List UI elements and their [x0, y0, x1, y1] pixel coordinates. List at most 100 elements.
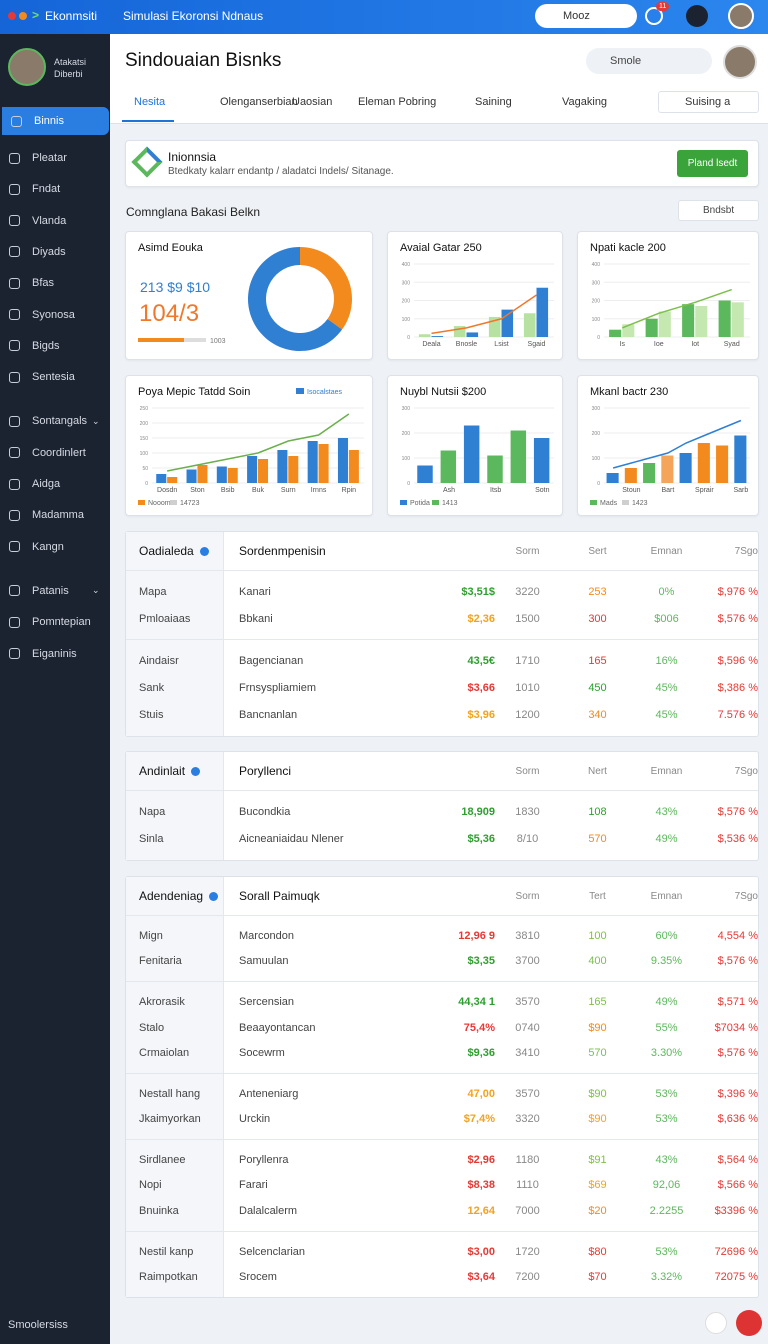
table-row[interactable]: Farari $8,38 1110 $69 92,06 $,566 %	[224, 1173, 758, 1199]
cell: $,576 %	[717, 1047, 758, 1060]
cell: 108	[588, 805, 607, 818]
table-row[interactable]: Poryllenra $2,96 1180 $91 43% $,564 %	[224, 1147, 758, 1173]
table-row[interactable]: Anteneniarg 47,00 3570 $90 53% $,396 %	[224, 1081, 758, 1107]
nav-item[interactable]: Kangn	[0, 533, 110, 561]
table-row[interactable]: Samuulan $3,35 3700 400 9.35% $,576 %	[224, 949, 758, 975]
nav-icon	[9, 648, 20, 659]
nav-item[interactable]: Bigds	[0, 332, 110, 360]
line	[166, 413, 350, 472]
banner-button[interactable]: Pland lsedt	[677, 150, 748, 177]
nav-item[interactable]: Madamma	[0, 501, 110, 529]
bar	[227, 468, 238, 483]
table-row[interactable]: Dalalcalerm 12,64 7000 $20 2.2255 $3396 %	[224, 1198, 758, 1224]
x-tick-label: Bart	[661, 487, 674, 494]
nav-item[interactable]: Sontangals ⌄	[0, 407, 110, 435]
table-row[interactable]: Bbkani $2,36 1500 300 $006 $,576 %	[224, 605, 758, 632]
nav-item[interactable]: Eiganinis	[0, 640, 110, 668]
x-tick-label: Deala	[422, 341, 440, 348]
nav-item[interactable]: Diyads	[0, 238, 110, 266]
column-header: Tert	[589, 890, 606, 902]
tab[interactable]: Saining	[475, 96, 512, 108]
tab[interactable]: Olenganserbian	[220, 96, 298, 108]
x-tick-label: Dosdn	[157, 487, 177, 494]
nav-icon	[9, 478, 20, 490]
table-title: Sorall Paimuqk	[239, 889, 320, 903]
search-box[interactable]: Mooz	[535, 4, 637, 28]
header-avatar[interactable]	[723, 45, 757, 79]
avatar[interactable]	[728, 3, 754, 29]
table-row[interactable]: Socewrm $9,36 3410 570 3.30% $,576 %	[224, 1040, 758, 1066]
table-row[interactable]: Frnsyspliamiem $3,66 1010 450 45% $,386 %	[224, 675, 758, 702]
table-row[interactable]: Srocem $3,64 7200 $70 3.32% 72075 %	[224, 1264, 758, 1290]
tab[interactable]: Vagaking	[562, 96, 608, 108]
nav-item[interactable]: Aidga	[0, 470, 110, 498]
cell: 45%	[655, 682, 678, 695]
table-row[interactable]: Bucondkia 18,909 1830 108 43% $,576 %	[224, 798, 758, 826]
cell: $5,36	[467, 833, 495, 846]
table-row[interactable]: Selcenclarian $3,00 1720 $80 53% 72696 %	[224, 1239, 758, 1265]
nav-item[interactable]: Fndat	[0, 175, 110, 203]
bar	[337, 438, 348, 483]
table-row[interactable]: Beaayontancan 75,4% 0740 $90 55% $7034 %	[224, 1015, 758, 1041]
column-header: Sert	[588, 545, 607, 557]
nav-item[interactable]: Pomntepian	[0, 608, 110, 636]
legend-label: 1413	[442, 500, 458, 507]
x-tick-label: Lsist	[494, 341, 508, 348]
bar	[645, 318, 658, 337]
nav-item[interactable]: Coordinlert	[0, 439, 110, 467]
cell: 60%	[655, 929, 678, 942]
table-right: Poryllenci Sorm Nert Emnan 7Sgo Bucondkia 18,9…	[224, 752, 758, 860]
bar	[501, 309, 514, 337]
table-row[interactable]: Bagencianan 43,5€ 1710 165 16% $,596 %	[224, 647, 758, 674]
chart-title: Mkanl bactr 230	[590, 386, 669, 398]
account-icon[interactable]	[686, 5, 708, 27]
sidebar-footer[interactable]: Smoolersiss	[8, 1319, 68, 1331]
tab[interactable]: Uaosian	[292, 96, 333, 108]
donut-slice	[247, 247, 343, 351]
cell: Anteneniarg	[239, 1087, 299, 1100]
kpi: 213 $9 $10	[140, 279, 210, 295]
group-label: Sirdlanee	[139, 1153, 186, 1166]
group-label: Sinla	[139, 833, 164, 846]
y-tick-label: 0	[407, 481, 410, 487]
bar	[247, 456, 258, 483]
legend-swatch	[622, 500, 629, 505]
cell: 0740	[515, 1021, 540, 1034]
row-group: Anteneniarg 47,00 3570 $90 53% $,396 % Urckin $…	[224, 1072, 758, 1139]
section-button[interactable]: Bndsbt	[678, 200, 759, 221]
tab[interactable]: Nesita	[134, 96, 166, 108]
chat-button[interactable]	[736, 1310, 762, 1336]
bar	[417, 465, 433, 483]
tab[interactable]: Eleman Pobring	[358, 96, 437, 108]
table-row[interactable]: Aicneaniaidau Nlener $5,36 8/10 570 49% $,536…	[224, 826, 758, 854]
tab[interactable]: Suising a	[658, 91, 760, 113]
nav-item[interactable]: Sentesia	[0, 363, 110, 391]
table-row[interactable]: Bancnanlan $3,96 1200 340 45% 7.576 %	[224, 702, 758, 729]
bar	[533, 438, 550, 483]
table-row[interactable]: Urckin $7,4% 3320 $90 53% $,636 %	[224, 1107, 758, 1133]
line	[431, 294, 537, 335]
nav-item[interactable]: Syonosa	[0, 301, 110, 329]
table-row[interactable]: Sercensian 44,34 1 3570 165 49% $,571 %	[224, 989, 758, 1015]
nav-item[interactable]: Binnis	[2, 107, 109, 135]
nav-item[interactable]: Pleatar	[0, 144, 110, 172]
bar	[606, 473, 619, 483]
bar	[453, 326, 466, 337]
bar	[510, 430, 527, 483]
line	[621, 288, 732, 329]
cell: 3.32%	[650, 1271, 683, 1284]
table-row[interactable]: Marcondon 12,96 9 3810 100 60% 4,554 %	[224, 923, 758, 949]
header-search[interactable]: Smole	[586, 48, 712, 74]
nav-item[interactable]: Vlanda	[0, 207, 110, 235]
x-tick-label: Bsib	[221, 487, 235, 494]
table-row[interactable]: Kanari $3,51$ 3220 253 0% $,976 %	[224, 578, 758, 605]
nav-item[interactable]: Bfas	[0, 269, 110, 297]
bar	[697, 443, 710, 483]
cell: $,536 %	[717, 833, 758, 846]
x-tick-label: Ioe	[654, 341, 664, 348]
nav-item[interactable]: Patanis ⌄	[0, 577, 110, 605]
notification-icon[interactable]	[645, 7, 663, 25]
help-button[interactable]	[705, 1312, 727, 1334]
column-header: 7Sgo	[734, 545, 758, 557]
cell: 300	[588, 612, 607, 625]
